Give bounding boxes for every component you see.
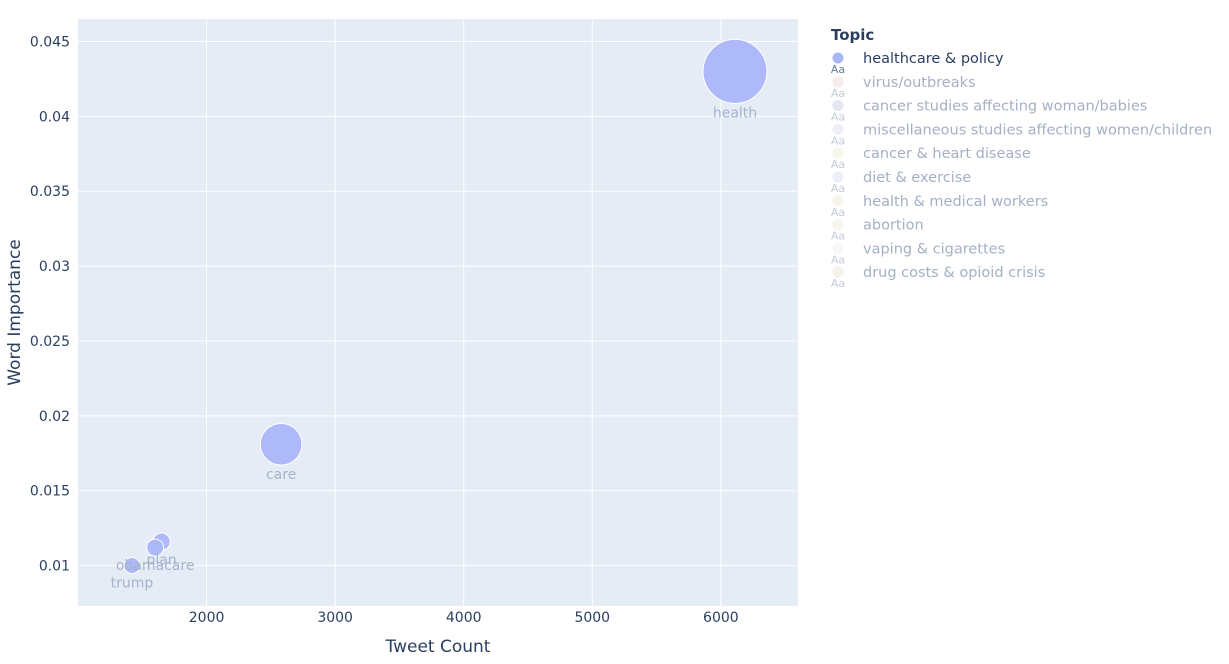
legend-item[interactable]: Aa health & medical workers [831, 194, 1048, 219]
legend-item[interactable]: Aa drug costs & opioid crisis [831, 265, 1045, 290]
legend: Topic Aa healthcare & policy Aa virus/outbre… [831, 26, 1212, 290]
legend-label: cancer studies affecting woman/babies [863, 99, 1147, 115]
plot-area: 2000 3000 4000 5000 6000 0.01 0.015 0.02 0.025 0.… [5, 19, 798, 657]
legend-text-marker: Aa [831, 87, 845, 100]
legend-text-marker: Aa [831, 230, 845, 243]
legend-item[interactable]: Aa healthcare & policy [831, 51, 1004, 76]
x-tick-label: 4000 [446, 610, 482, 626]
legend-text-marker: Aa [831, 253, 845, 266]
legend-marker [831, 194, 845, 208]
point-label-obamacare: obamacare [116, 558, 195, 574]
legend-marker [831, 241, 845, 255]
legend-item[interactable]: Aa cancer studies affecting woman/babies [831, 99, 1147, 124]
legend-marker [831, 218, 845, 232]
legend-text-marker: Aa [831, 63, 845, 76]
x-tick-label: 5000 [574, 610, 610, 626]
plot-background [78, 19, 798, 606]
legend-title: Topic [831, 26, 874, 44]
y-tick-label: 0.035 [30, 184, 70, 200]
y-tick-label: 0.045 [30, 34, 70, 50]
point-label-plan: plan [146, 552, 176, 568]
legend-item[interactable]: Aa virus/outbreaks [831, 75, 976, 100]
data-point-obamacare[interactable] [146, 538, 165, 557]
legend-label: drug costs & opioid crisis [863, 265, 1045, 281]
legend-item[interactable]: Aa miscellaneous studies affecting women/… [831, 122, 1212, 147]
y-tick-label: 0.025 [30, 334, 70, 350]
legend-label: virus/outbreaks [863, 75, 976, 91]
legend-item[interactable]: Aa cancer & heart disease [831, 146, 1031, 171]
legend-marker [831, 122, 845, 136]
point-label-care: care [266, 467, 296, 483]
legend-marker [831, 265, 845, 279]
x-tick-label: 6000 [703, 610, 739, 626]
legend-label: abortion [863, 218, 924, 234]
legend-text-marker: Aa [831, 182, 845, 195]
legend-marker [831, 51, 845, 65]
x-axis-title: Tweet Count [385, 637, 491, 657]
legend-label: miscellaneous studies affecting women/ch… [863, 122, 1212, 138]
legend-marker [831, 75, 845, 89]
y-tick-label: 0.01 [39, 559, 70, 575]
legend-label: cancer & heart disease [863, 146, 1031, 162]
point-label-health: health [713, 105, 757, 121]
point-label-trump: trump [111, 576, 154, 592]
legend-marker [831, 99, 845, 113]
legend-label: diet & exercise [863, 170, 971, 186]
legend-text-marker: Aa [831, 206, 845, 219]
y-tick-label: 0.02 [39, 409, 70, 425]
legend-label: health & medical workers [863, 194, 1048, 210]
legend-item[interactable]: Aa abortion [831, 218, 924, 243]
legend-marker [831, 146, 845, 160]
legend-label: healthcare & policy [863, 51, 1004, 67]
legend-item[interactable]: Aa diet & exercise [831, 170, 971, 195]
x-tick-label: 3000 [317, 610, 353, 626]
y-tick-label: 0.03 [39, 259, 70, 275]
legend-marker [831, 170, 845, 184]
legend-text-marker: Aa [831, 111, 845, 124]
data-point-care[interactable] [259, 422, 303, 466]
legend-text-marker: Aa [831, 277, 845, 290]
y-tick-label: 0.015 [30, 484, 70, 500]
legend-text-marker: Aa [831, 158, 845, 171]
legend-item[interactable]: Aa vaping & cigarettes [831, 241, 1005, 266]
y-tick-label: 0.04 [39, 109, 70, 125]
legend-label: vaping & cigarettes [863, 241, 1005, 257]
data-point-health[interactable] [702, 38, 768, 104]
data-point-trump[interactable] [123, 557, 141, 575]
x-tick-label: 2000 [189, 610, 225, 626]
y-axis-title: Word Importance [5, 239, 25, 386]
legend-text-marker: Aa [831, 134, 845, 147]
